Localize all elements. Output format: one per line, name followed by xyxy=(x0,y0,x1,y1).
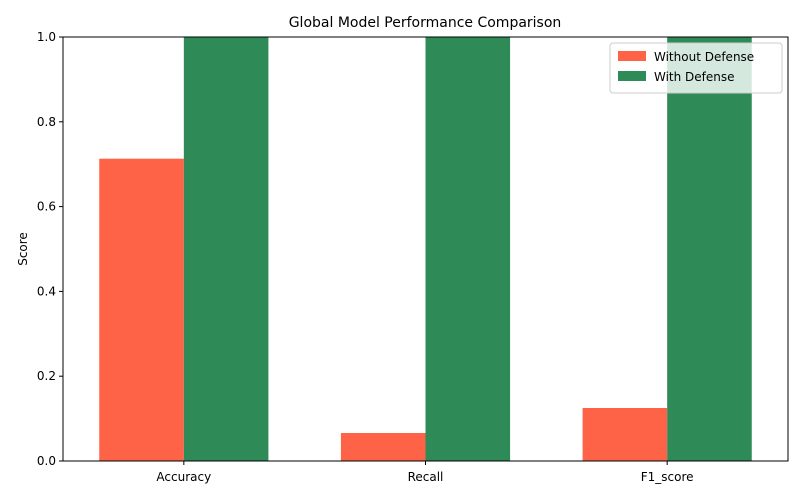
bars-group xyxy=(99,37,752,462)
bar-with-defense-f1-score xyxy=(667,37,752,461)
legend-box xyxy=(609,42,783,94)
bar-without-defense-accuracy xyxy=(99,158,184,462)
y-tick-label: 0.6 xyxy=(37,200,56,214)
x-tick-label: F1_score xyxy=(641,470,694,484)
y-tick-label: 0.4 xyxy=(37,284,56,298)
legend-swatch xyxy=(618,51,646,61)
legend-label: Without Defense xyxy=(654,50,754,64)
x-axis: Accuracy Recall F1_score xyxy=(156,461,694,484)
plot-frame xyxy=(62,36,789,462)
y-tick-label: 0.0 xyxy=(37,454,56,468)
bar-with-defense-accuracy xyxy=(183,37,269,461)
bar-without-defense-f1-score xyxy=(582,408,668,461)
legend-label: With Defense xyxy=(654,70,735,84)
bar-with-defense-recall xyxy=(425,37,511,461)
y-axis-title: Score xyxy=(16,232,30,266)
bar-without-defense-recall xyxy=(340,433,426,461)
x-tick-label: Recall xyxy=(408,470,444,484)
y-tick-label: 1.0 xyxy=(37,30,56,44)
legend-swatch xyxy=(618,71,646,81)
y-axis: 0.0 0.2 0.4 0.6 0.8 1.0 xyxy=(37,30,63,468)
y-tick-label: 0.2 xyxy=(37,369,56,383)
y-tick-label: 0.8 xyxy=(37,115,56,129)
chart-title: Global Model Performance Comparison xyxy=(289,15,562,31)
legend: Without Defense With Defense xyxy=(609,42,783,94)
x-tick-label: Accuracy xyxy=(156,470,211,484)
